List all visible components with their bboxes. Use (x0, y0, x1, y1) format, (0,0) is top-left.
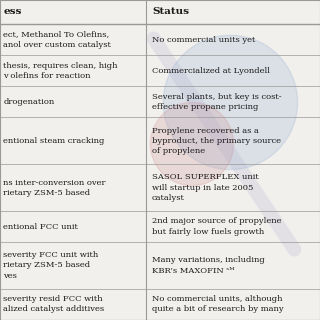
Text: entional FCC unit: entional FCC unit (3, 222, 78, 230)
Text: Commercialized at Lyondell: Commercialized at Lyondell (152, 67, 270, 75)
Bar (0, 0, 320, 24)
Circle shape (163, 35, 298, 170)
Text: ns inter-conversion over
rietary ZSM-5 based: ns inter-conversion over rietary ZSM-5 b… (3, 179, 106, 196)
Circle shape (150, 102, 234, 186)
Text: Several plants, but key is cost-
effective propane pricing: Several plants, but key is cost- effecti… (152, 93, 282, 111)
Text: 2nd major source of propylene
but fairly low fuels growth: 2nd major source of propylene but fairly… (152, 218, 282, 236)
Text: Propylene recovered as a
byproduct, the primary source
of propylene: Propylene recovered as a byproduct, the … (152, 127, 281, 155)
Text: ect, Methanol To Olefins,
anol over custom catalyst: ect, Methanol To Olefins, anol over cust… (3, 30, 111, 49)
Text: Many variations, including
KBR’s MAXOFIN ˢᴹ: Many variations, including KBR’s MAXOFIN… (152, 256, 265, 275)
Text: No commercial units yet: No commercial units yet (152, 36, 255, 44)
Text: entional steam cracking: entional steam cracking (3, 137, 105, 145)
Text: thesis, requires clean, high
v olefins for reaction: thesis, requires clean, high v olefins f… (3, 62, 118, 80)
Text: SASOL SUPERFLEX unit
will startup in late 2005
catalyst: SASOL SUPERFLEX unit will startup in lat… (152, 173, 259, 202)
Text: severity FCC unit with
rietary ZSM-5 based
ves: severity FCC unit with rietary ZSM-5 bas… (3, 252, 99, 280)
Text: ess: ess (3, 7, 21, 17)
Text: drogenation: drogenation (3, 98, 54, 106)
Text: severity resid FCC with
alized catalyst additives: severity resid FCC with alized catalyst … (3, 295, 104, 314)
Text: No commercial units, although
quite a bit of research by many: No commercial units, although quite a bi… (152, 295, 284, 314)
Text: Status: Status (152, 7, 189, 17)
